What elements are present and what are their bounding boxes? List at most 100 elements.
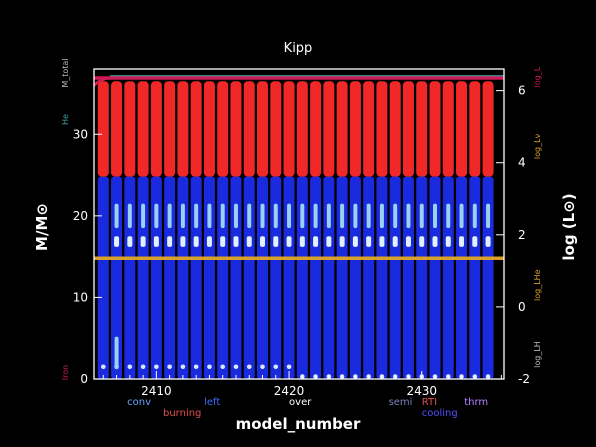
- overshoot-streak: [260, 236, 266, 247]
- mixing-column: [336, 176, 348, 379]
- convective-streak: [393, 203, 398, 229]
- mixing-column: [177, 176, 189, 379]
- burning-column: [150, 81, 162, 177]
- legend-entry-cooling: cooling: [422, 408, 458, 419]
- convective-streak: [446, 203, 451, 229]
- burning-column: [230, 81, 242, 177]
- mixing-column: [429, 176, 441, 379]
- overshoot-streak: [167, 236, 173, 247]
- y-left-tick-label: 20: [73, 209, 88, 223]
- core-dot: [233, 364, 239, 370]
- convective-streak: [141, 203, 146, 229]
- chart-title: Kipp: [284, 41, 313, 56]
- core-dot: [286, 364, 292, 370]
- overshoot-streak: [445, 236, 451, 247]
- overshoot-streak: [180, 236, 186, 247]
- mixing-column: [190, 176, 202, 379]
- y-axis-label-right: log (L⊙): [560, 193, 578, 260]
- burning-column: [111, 81, 123, 177]
- overshoot-streak: [366, 236, 372, 247]
- left-side-label: He: [61, 114, 70, 125]
- burning-column: [336, 81, 348, 177]
- burning-column: [442, 81, 454, 177]
- mixing-column: [97, 176, 109, 379]
- core-dot: [100, 364, 106, 370]
- core-dot: [207, 364, 212, 370]
- x-axis-label: model_number: [236, 415, 361, 433]
- burning-column: [482, 81, 494, 177]
- legend-entry-rti: RTI: [422, 397, 437, 408]
- legend-entry-over: over: [289, 397, 312, 408]
- overshoot-streak: [339, 236, 345, 247]
- burning-column: [402, 81, 414, 177]
- y-right-tick-label: 0: [518, 300, 526, 314]
- overshoot-streak: [286, 236, 292, 247]
- burning-column: [217, 81, 229, 177]
- y-right-tick-label: 6: [518, 84, 526, 98]
- mixing-column: [150, 176, 162, 379]
- burning-column: [243, 81, 255, 177]
- mixing-column: [296, 176, 308, 379]
- mixing-column: [416, 176, 428, 379]
- overshoot-streak: [193, 236, 199, 247]
- overshoot-streak: [153, 236, 159, 247]
- convective-streak: [167, 203, 172, 229]
- y-right-tick-label: -2: [518, 372, 530, 386]
- y-left-tick-label: 10: [73, 290, 88, 304]
- burning-column: [323, 81, 335, 177]
- convective-streak: [340, 203, 345, 229]
- legend-entry-semi: semi: [389, 397, 413, 408]
- mixing-column: [111, 176, 123, 379]
- mixing-column: [257, 176, 269, 379]
- core-dot: [127, 364, 133, 370]
- mixing-column: [137, 176, 149, 379]
- left-side-label: M_total: [61, 58, 70, 87]
- mixing-column: [323, 176, 335, 379]
- mixing-column: [283, 176, 295, 379]
- convective-streak: [287, 203, 292, 229]
- mixing-column: [363, 176, 375, 379]
- mixing-column: [349, 176, 361, 379]
- overshoot-streak: [405, 236, 411, 247]
- convective-streak: [180, 203, 185, 229]
- burning-column: [124, 81, 136, 177]
- mixing-column: [469, 176, 481, 379]
- core-dot: [273, 364, 279, 370]
- y-left-tick-label: 30: [73, 127, 88, 141]
- core-dot: [167, 364, 172, 370]
- y-right-tick-label: 2: [518, 228, 526, 242]
- y-left-tick-label: 0: [80, 372, 88, 386]
- overshoot-streak: [485, 236, 491, 247]
- core-dot: [193, 364, 199, 370]
- convective-streak: [459, 203, 464, 229]
- plot-area: 2410 2420 2430 0 10 20 30 -2 0 2 4 6 M_total He Iron lo…: [61, 58, 542, 419]
- overshoot-streak: [313, 236, 319, 247]
- right-side-label: log_LH: [533, 341, 542, 368]
- burning-column: [270, 81, 282, 177]
- burning-column: [363, 81, 375, 177]
- burning-column: [376, 81, 388, 177]
- x-tick-label: 2410: [141, 384, 172, 398]
- core-dot: [140, 364, 146, 370]
- convective-streak: [233, 203, 238, 229]
- convective-streak: [366, 203, 371, 229]
- convective-streak: [114, 203, 119, 229]
- overshoot-streak: [352, 236, 358, 247]
- convective-streak: [379, 203, 384, 229]
- mixing-column: [270, 176, 282, 379]
- burning-column: [203, 81, 215, 177]
- core-dot: [260, 364, 265, 370]
- left-side-label: Iron: [61, 365, 70, 380]
- burning-column: [283, 81, 295, 177]
- mixing-column: [217, 176, 229, 379]
- convective-streak: [194, 203, 199, 229]
- convective-streak: [220, 203, 225, 229]
- legend-entry-thrm: thrm: [464, 397, 488, 408]
- core-dot: [246, 364, 252, 370]
- burning-column: [137, 81, 149, 177]
- burning-column: [416, 81, 428, 177]
- right-side-label: log_Lν: [533, 133, 542, 159]
- overshoot-streak: [140, 236, 146, 247]
- overshoot-streak: [127, 236, 133, 247]
